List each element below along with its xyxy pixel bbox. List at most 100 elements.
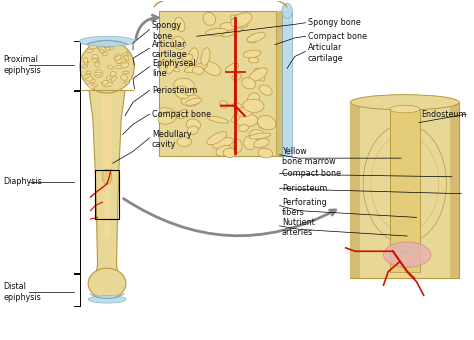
Ellipse shape (95, 63, 100, 67)
Ellipse shape (225, 63, 238, 73)
Ellipse shape (243, 99, 264, 113)
Text: Periosteum: Periosteum (152, 86, 197, 95)
Text: Compact bone: Compact bone (152, 109, 211, 119)
Ellipse shape (203, 12, 216, 26)
Text: Compact bone: Compact bone (282, 169, 341, 178)
Text: Articular
cartilage: Articular cartilage (308, 44, 344, 63)
Ellipse shape (233, 103, 242, 110)
Ellipse shape (238, 124, 248, 132)
Ellipse shape (111, 76, 117, 82)
Ellipse shape (122, 71, 129, 74)
Text: Spongy
bone: Spongy bone (152, 21, 182, 41)
Ellipse shape (96, 70, 102, 74)
Text: Endosteum: Endosteum (421, 109, 466, 119)
Ellipse shape (93, 57, 99, 62)
Text: Compact bone: Compact bone (308, 32, 367, 41)
Ellipse shape (115, 55, 121, 61)
Ellipse shape (257, 116, 272, 129)
Ellipse shape (97, 45, 102, 49)
Ellipse shape (247, 36, 257, 43)
Ellipse shape (86, 76, 92, 81)
Ellipse shape (223, 148, 236, 157)
Bar (390, 109, 420, 272)
Ellipse shape (203, 62, 221, 75)
Ellipse shape (125, 56, 129, 61)
Bar (450, 102, 459, 278)
Text: Distal
epiphysis: Distal epiphysis (3, 282, 41, 302)
Ellipse shape (257, 116, 276, 130)
Ellipse shape (206, 29, 228, 36)
Ellipse shape (243, 50, 261, 58)
Ellipse shape (282, 3, 292, 18)
Text: Diaphysis: Diaphysis (3, 177, 42, 186)
Ellipse shape (177, 137, 191, 147)
Bar (350, 102, 459, 278)
Ellipse shape (175, 17, 185, 32)
Ellipse shape (174, 78, 194, 92)
Ellipse shape (82, 65, 88, 68)
Ellipse shape (127, 53, 131, 56)
Ellipse shape (186, 98, 202, 105)
Ellipse shape (254, 69, 265, 81)
Ellipse shape (88, 268, 126, 299)
Ellipse shape (121, 74, 128, 80)
Ellipse shape (254, 139, 269, 148)
Ellipse shape (232, 73, 241, 80)
Ellipse shape (114, 54, 119, 59)
Ellipse shape (83, 58, 88, 63)
Ellipse shape (216, 146, 232, 156)
Ellipse shape (242, 78, 255, 89)
Ellipse shape (121, 53, 128, 56)
Ellipse shape (84, 61, 89, 63)
Ellipse shape (108, 65, 113, 69)
Ellipse shape (244, 135, 256, 150)
Ellipse shape (173, 36, 185, 49)
Ellipse shape (258, 148, 273, 158)
Ellipse shape (92, 84, 97, 87)
Ellipse shape (248, 57, 259, 63)
Ellipse shape (124, 81, 130, 84)
Ellipse shape (115, 57, 121, 64)
Ellipse shape (186, 119, 201, 131)
Ellipse shape (85, 60, 88, 66)
Ellipse shape (185, 89, 194, 96)
Ellipse shape (249, 133, 271, 139)
Ellipse shape (104, 43, 109, 47)
Ellipse shape (175, 86, 190, 99)
Bar (350, 102, 360, 278)
Ellipse shape (89, 44, 97, 49)
Text: Periosteum: Periosteum (282, 184, 327, 193)
Ellipse shape (126, 51, 130, 55)
Ellipse shape (100, 49, 104, 53)
Ellipse shape (390, 105, 420, 113)
Ellipse shape (247, 33, 265, 42)
Ellipse shape (116, 65, 123, 69)
Ellipse shape (79, 36, 135, 46)
Ellipse shape (222, 28, 243, 37)
Text: Spongy bone: Spongy bone (308, 18, 361, 27)
Ellipse shape (90, 79, 95, 83)
Ellipse shape (184, 64, 208, 72)
Ellipse shape (159, 108, 175, 116)
Ellipse shape (105, 83, 113, 87)
Ellipse shape (233, 139, 242, 152)
Ellipse shape (207, 116, 228, 123)
Ellipse shape (99, 42, 103, 50)
Text: Articular
cartilage: Articular cartilage (152, 40, 188, 60)
Bar (282, 11, 292, 156)
Ellipse shape (92, 54, 98, 59)
Ellipse shape (231, 16, 244, 23)
Ellipse shape (94, 72, 102, 76)
Text: Proximal
epiphysis: Proximal epiphysis (3, 55, 41, 75)
Ellipse shape (109, 47, 113, 50)
Ellipse shape (350, 95, 459, 110)
Bar (95, 170, 119, 219)
Ellipse shape (220, 22, 238, 31)
Ellipse shape (259, 85, 272, 95)
Ellipse shape (383, 242, 431, 267)
Ellipse shape (175, 111, 187, 119)
Ellipse shape (188, 48, 198, 65)
Ellipse shape (91, 58, 98, 62)
Ellipse shape (95, 60, 100, 63)
Text: Nutrient
arteries: Nutrient arteries (282, 218, 315, 237)
